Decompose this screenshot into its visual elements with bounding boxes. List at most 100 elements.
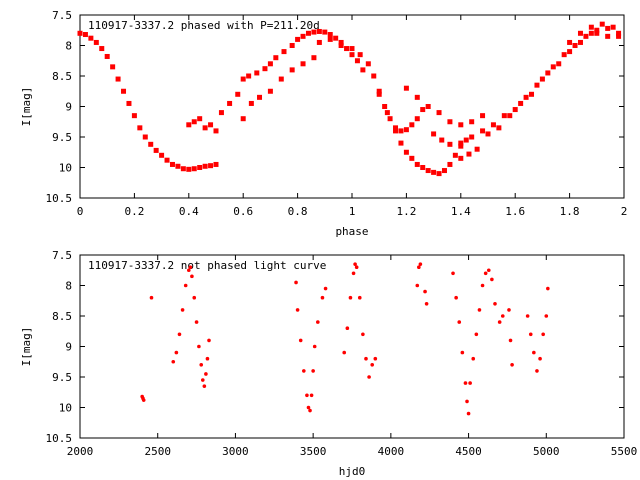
data-point <box>257 94 263 100</box>
data-point <box>588 24 594 30</box>
data-point <box>141 398 146 402</box>
data-point <box>306 405 311 410</box>
x-tick-label: 1 <box>349 205 356 218</box>
data-point <box>616 33 622 39</box>
x-tick-label: 3500 <box>300 445 327 458</box>
data-point <box>583 33 589 39</box>
data-point <box>202 163 208 169</box>
data-point <box>344 46 350 52</box>
data-point <box>561 52 567 58</box>
data-point <box>354 58 360 64</box>
data-point <box>213 161 219 167</box>
data-point <box>205 356 210 361</box>
data-point <box>349 52 355 58</box>
data-point <box>458 143 464 149</box>
data-point <box>204 372 208 376</box>
data-point <box>142 134 148 140</box>
x-tick-label: 1.6 <box>505 205 525 218</box>
data-point <box>496 125 502 131</box>
y-tick-label: 8 <box>65 280 72 293</box>
x-tick-label: 0.8 <box>288 205 308 218</box>
data-point <box>348 295 353 300</box>
data-point <box>82 32 88 38</box>
data-point <box>577 30 583 36</box>
data-point <box>507 113 513 119</box>
data-point <box>322 29 328 35</box>
y-tick-label: 10.5 <box>46 432 73 445</box>
data-point <box>110 64 116 70</box>
data-point <box>452 152 458 158</box>
data-point <box>518 100 524 106</box>
data-point <box>187 268 191 273</box>
x-tick-label: 3000 <box>222 445 249 458</box>
y-tick-label: 10.5 <box>46 192 73 205</box>
data-point <box>149 295 154 300</box>
data-point <box>415 283 420 288</box>
data-point <box>431 169 437 175</box>
x-tick-label: 1.8 <box>560 205 580 218</box>
data-point <box>393 128 399 134</box>
data-point <box>300 33 306 39</box>
data-point <box>468 381 472 385</box>
data-point <box>273 55 279 61</box>
data-point <box>474 332 479 337</box>
data-point <box>454 295 458 300</box>
x-tick-label: 0.2 <box>124 205 144 218</box>
data-point <box>213 128 219 134</box>
data-point <box>599 21 605 27</box>
data-point <box>360 67 366 73</box>
data-point <box>311 55 317 61</box>
x-tick-label: 5500 <box>611 445 638 458</box>
data-point <box>594 27 600 33</box>
data-point <box>200 378 205 382</box>
data-point <box>458 155 464 161</box>
data-point <box>423 289 427 294</box>
data-point <box>441 168 447 174</box>
x-tick-label: 4000 <box>378 445 405 458</box>
y-tick-label: 8.5 <box>52 310 72 323</box>
x-tick-label: 0.4 <box>179 205 199 218</box>
data-point <box>174 350 179 355</box>
data-point <box>409 122 415 128</box>
data-point <box>327 36 333 42</box>
data-point <box>414 161 420 167</box>
data-point <box>447 161 453 167</box>
data-point <box>508 338 513 343</box>
data-point <box>463 381 468 385</box>
data-point <box>525 314 530 318</box>
data-point <box>248 100 254 106</box>
y-tick-label: 9 <box>65 101 72 114</box>
data-point <box>131 113 137 119</box>
data-point <box>309 393 314 398</box>
data-point <box>197 165 203 170</box>
data-point <box>567 49 573 55</box>
data-point <box>137 125 143 131</box>
data-point <box>398 140 404 146</box>
data-point <box>387 116 393 122</box>
data-point <box>289 43 295 48</box>
data-point <box>235 91 241 97</box>
data-point <box>194 320 199 324</box>
data-point <box>403 127 409 133</box>
data-point <box>202 384 207 388</box>
data-point <box>164 157 170 163</box>
data-point <box>376 91 382 97</box>
unphased-light-curve-plot: 2000 2500 3000 3500 4000 4500 5000 5500 7.5 8 8.5 9… <box>20 249 637 478</box>
data-point <box>501 113 507 119</box>
data-point <box>305 30 311 36</box>
y-axis-label: I[mag] <box>20 87 33 127</box>
phased-light-curve-plot: 0 0.2 0.4 0.6 0.8 1 1.2 1.4 1.6 1.8 2 7.5 8 8.5 9 9.5 10… <box>20 9 627 238</box>
data-point <box>541 332 545 337</box>
data-point <box>192 295 197 300</box>
data-point <box>177 332 182 337</box>
data-point <box>227 100 233 106</box>
data-point <box>197 344 201 349</box>
x-tick-label: 2 <box>621 205 628 218</box>
data-point <box>382 104 388 109</box>
data-point <box>425 104 431 109</box>
data-point <box>295 36 301 42</box>
data-point <box>539 76 545 82</box>
x-tick-label: 0 <box>77 205 84 218</box>
data-point <box>333 35 339 41</box>
